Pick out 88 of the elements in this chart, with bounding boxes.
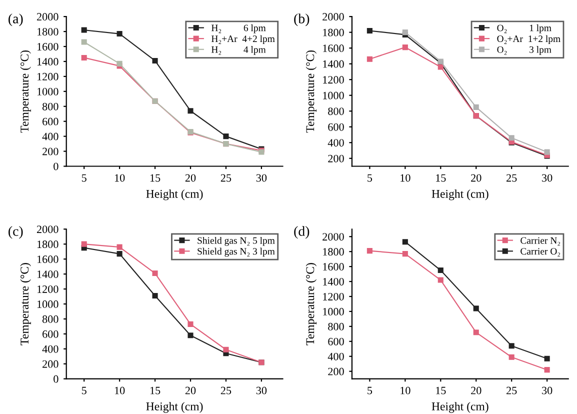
y-tick-label: 800	[328, 108, 344, 116]
x-tick-label: 5	[368, 386, 372, 394]
legend-label: H₂+Ar 4+2 lpm	[211, 35, 275, 44]
x-tick-label: 15	[150, 386, 160, 394]
y-tick-label: 400	[328, 352, 344, 360]
x-tick-label: 20	[471, 174, 482, 182]
legend-label: O₂ 3 lpm	[497, 46, 552, 55]
y-tick-label: 1000	[323, 92, 344, 100]
y-tick-label: 2000	[322, 13, 344, 21]
y-tick-label: 1200	[37, 72, 58, 80]
y-tick-label: 1600	[323, 263, 344, 271]
y-tick-label: 1800	[37, 28, 58, 36]
chart-title: (b)	[294, 14, 310, 26]
y-tick-label: 1800	[323, 248, 344, 256]
y-tick-label: 1000	[37, 88, 58, 96]
x-tick-label: 10	[114, 386, 125, 394]
y-tick-label: 600	[328, 123, 344, 131]
x-tick-label: 20	[471, 386, 482, 394]
legend-label: Shield gas N₂ 3 lpm	[198, 248, 275, 257]
x-tick-label: 10	[400, 174, 410, 182]
x-tick-label: 10	[400, 386, 410, 394]
y-tick-label: 400	[42, 132, 58, 140]
y-tick-label: 200	[328, 368, 344, 376]
legend-label: H₂ 6 lpm	[211, 24, 266, 34]
y-tick-label: 1800	[37, 240, 58, 248]
y-tick-label: 1600	[323, 44, 344, 52]
y-tick-label: 800	[328, 322, 344, 330]
x-tick-label: 15	[436, 386, 446, 394]
y-tick-label: 2000	[36, 226, 58, 234]
legend-label: O₂+Ar 1+2 lpm	[497, 35, 560, 44]
x-axis-title: Height (cm)	[432, 402, 488, 413]
legend-label: O₂ 1 lpm	[497, 24, 552, 34]
legend-label: Shield gas N₂ 5 lpm	[198, 236, 275, 246]
chart-title: (d)	[294, 226, 310, 239]
y-tick-label: 1000	[323, 308, 344, 316]
legend-label: Carrier O₂	[520, 248, 560, 257]
y-tick-label: 0	[54, 162, 58, 170]
y-tick-label: 600	[42, 118, 58, 126]
x-axis-title: Height (cm)	[146, 402, 203, 413]
x-tick-label: 30	[256, 386, 267, 394]
y-axis-title: Temperature (°C)	[20, 263, 31, 346]
x-tick-label: 25	[506, 174, 517, 182]
y-tick-label: 2000	[36, 13, 58, 21]
y-axis-title: Temperature (°C)	[306, 263, 317, 346]
y-tick-label: 1200	[37, 285, 58, 293]
y-tick-label: 400	[42, 345, 58, 353]
x-tick-label: 30	[256, 174, 267, 182]
x-tick-label: 15	[436, 174, 446, 182]
x-tick-label: 15	[150, 174, 160, 182]
legend-label: Carrier N₂	[520, 237, 560, 246]
y-tick-label: 1600	[37, 42, 58, 50]
y-tick-label: 800	[42, 102, 58, 110]
y-tick-label: 0	[54, 375, 58, 383]
y-tick-label: 1000	[37, 300, 58, 308]
x-tick-label: 25	[220, 386, 232, 394]
y-tick-label: 1400	[323, 60, 344, 68]
y-tick-label: 200	[42, 360, 58, 368]
y-tick-label: 200	[328, 154, 344, 162]
y-tick-label: 800	[42, 315, 58, 323]
x-tick-label: 30	[542, 174, 552, 182]
y-tick-label: 2000	[322, 233, 344, 241]
legend-label: H₂ 4 lpm	[211, 46, 266, 55]
y-axis-title: Temperature (°C)	[20, 50, 31, 133]
y-tick-label: 600	[42, 330, 58, 338]
y-tick-label: 1400	[37, 270, 58, 278]
y-axis-title: Temperature (°C)	[306, 50, 317, 133]
x-tick-label: 5	[368, 174, 372, 182]
x-tick-label: 20	[185, 386, 196, 394]
x-tick-label: 10	[114, 174, 125, 182]
y-tick-label: 1400	[37, 58, 58, 66]
y-tick-label: 1600	[37, 256, 58, 264]
y-tick-label: 1800	[323, 28, 344, 36]
x-tick-label: 20	[185, 174, 196, 182]
y-tick-label: 600	[328, 338, 344, 346]
x-tick-label: 5	[82, 386, 86, 394]
chart-title: (c)	[8, 226, 23, 239]
chart-title: (a)	[8, 14, 23, 26]
x-tick-label: 30	[542, 386, 552, 394]
y-tick-label: 1200	[323, 292, 344, 300]
x-tick-label: 25	[506, 386, 517, 394]
x-axis-title: Height (cm)	[432, 190, 488, 200]
y-tick-label: 1200	[323, 76, 344, 84]
x-tick-label: 25	[220, 174, 232, 182]
y-tick-label: 400	[328, 139, 344, 147]
y-tick-label: 1400	[323, 278, 344, 286]
y-tick-label: 200	[42, 148, 58, 156]
x-tick-label: 5	[82, 174, 86, 182]
x-axis-title: Height (cm)	[146, 190, 203, 200]
